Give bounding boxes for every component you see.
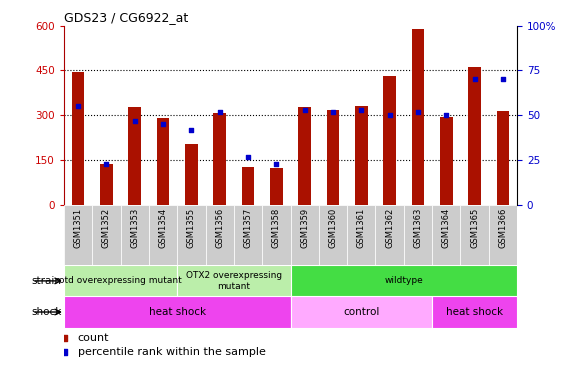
Point [187, 127, 196, 132]
Point [300, 107, 309, 113]
Text: GSM1352: GSM1352 [102, 208, 111, 248]
Text: GSM1357: GSM1357 [243, 208, 253, 248]
Text: percentile rank within the sample: percentile rank within the sample [77, 347, 266, 357]
Text: GSM1354: GSM1354 [159, 208, 167, 248]
Bar [432, 296, 517, 328]
Bar [489, 205, 517, 265]
Point [130, 118, 139, 124]
Text: heat shock: heat shock [149, 307, 206, 317]
Bar [497, 111, 510, 205]
Text: OTX2 overexpressing
mutant: OTX2 overexpressing mutant [186, 271, 282, 291]
Bar [121, 205, 149, 265]
Bar [347, 205, 375, 265]
Point [286, 283, 295, 288]
Point [243, 154, 253, 160]
Text: GSM1365: GSM1365 [470, 208, 479, 248]
Text: GSM1353: GSM1353 [130, 208, 139, 248]
Bar [185, 144, 198, 205]
Bar [157, 118, 170, 205]
Text: GSM1361: GSM1361 [357, 208, 366, 248]
Bar [206, 205, 234, 265]
Bar [71, 72, 84, 205]
Bar [383, 76, 396, 205]
Bar [270, 168, 283, 205]
Point [159, 122, 168, 127]
Text: GDS23 / CG6922_at: GDS23 / CG6922_at [64, 11, 188, 25]
Point [328, 109, 338, 115]
Bar [290, 296, 432, 328]
Bar [149, 205, 177, 265]
Bar [404, 205, 432, 265]
Bar [64, 205, 92, 265]
Point [102, 161, 111, 167]
Point [442, 112, 451, 118]
Bar [64, 296, 290, 328]
Text: wildtype: wildtype [385, 276, 423, 285]
Bar [327, 110, 339, 205]
Bar [128, 107, 141, 205]
Point [272, 161, 281, 167]
Point [215, 109, 224, 115]
Point [498, 76, 508, 82]
Bar [262, 205, 290, 265]
Point [286, 149, 295, 155]
Text: GSM1360: GSM1360 [328, 208, 338, 248]
Text: GSM1364: GSM1364 [442, 208, 451, 248]
Text: GSM1358: GSM1358 [272, 208, 281, 248]
Text: shock: shock [31, 307, 62, 317]
Bar [440, 117, 453, 205]
Bar [411, 29, 424, 205]
Text: otd overexpressing mutant: otd overexpressing mutant [59, 276, 182, 285]
Text: GSM1363: GSM1363 [414, 208, 422, 249]
Bar [290, 205, 319, 265]
Point [413, 109, 422, 115]
Bar [298, 107, 311, 205]
Bar [177, 205, 206, 265]
Bar [177, 265, 290, 296]
Bar [468, 67, 481, 205]
Text: GSM1366: GSM1366 [498, 208, 507, 249]
Bar [234, 205, 262, 265]
Point [357, 107, 366, 113]
Point [470, 76, 479, 82]
Bar [64, 265, 177, 296]
Text: count: count [77, 333, 109, 343]
Bar [319, 205, 347, 265]
Bar [92, 205, 121, 265]
Bar [460, 205, 489, 265]
Text: GSM1359: GSM1359 [300, 208, 309, 248]
Point [385, 112, 394, 118]
Text: GSM1355: GSM1355 [187, 208, 196, 248]
Bar [242, 167, 254, 205]
Bar [375, 205, 404, 265]
Bar [432, 205, 460, 265]
Text: GSM1351: GSM1351 [74, 208, 83, 248]
Text: control: control [343, 307, 379, 317]
Text: GSM1362: GSM1362 [385, 208, 394, 248]
Bar [355, 106, 368, 205]
Bar [290, 265, 517, 296]
Text: heat shock: heat shock [446, 307, 503, 317]
Point [73, 103, 83, 109]
Bar [100, 164, 113, 205]
Text: GSM1356: GSM1356 [215, 208, 224, 248]
Bar [213, 113, 226, 205]
Text: strain: strain [31, 276, 62, 286]
